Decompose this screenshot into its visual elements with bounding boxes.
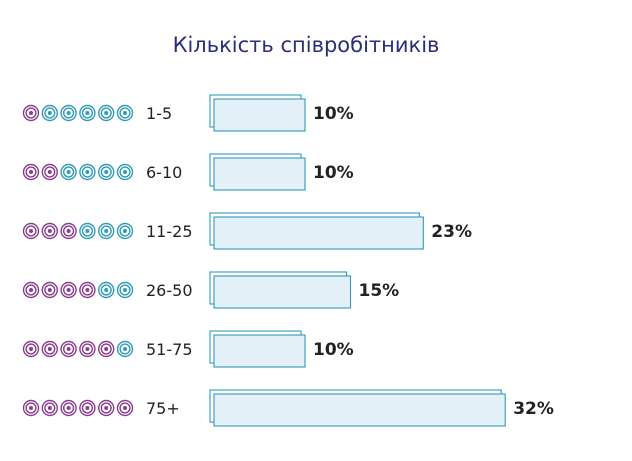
bar: [213, 216, 424, 250]
value-label: 10%: [313, 163, 354, 183]
person-filled-icon: [22, 399, 40, 417]
person-empty-icon: [116, 340, 134, 358]
person-filled-icon: [41, 399, 58, 417]
person-empty-icon: [116, 104, 134, 122]
person-filled-icon: [79, 399, 96, 417]
person-empty-icon: [116, 281, 134, 299]
bar: [213, 393, 506, 427]
person-filled-icon: [22, 163, 40, 181]
person-empty-icon: [79, 104, 96, 122]
person-filled-icon: [41, 340, 58, 358]
person-filled-icon: [79, 340, 96, 358]
person-empty-icon: [97, 104, 115, 122]
person-filled-icon: [22, 104, 40, 122]
person-empty-icon: [79, 163, 96, 181]
category-label: 11-25: [146, 222, 193, 241]
bar: [213, 157, 306, 191]
bar-row: 1-5 10%: [22, 94, 354, 132]
person-empty-icon: [79, 222, 96, 240]
person-empty-icon: [60, 163, 77, 181]
person-empty-icon: [97, 281, 115, 299]
bar-row: 75+ 32%: [22, 389, 554, 427]
person-filled-icon: [22, 222, 40, 240]
bar-row: 51-75 10%: [22, 330, 354, 368]
bar: [213, 275, 352, 309]
bar-row: 11-25 23%: [22, 212, 472, 250]
person-filled-icon: [41, 163, 58, 181]
person-filled-icon: [60, 399, 77, 417]
person-filled-icon: [97, 340, 115, 358]
person-empty-icon: [60, 104, 77, 122]
person-empty-icon: [97, 222, 115, 240]
person-filled-icon: [97, 399, 115, 417]
person-filled-icon: [22, 281, 40, 299]
category-label: 26-50: [146, 281, 193, 300]
person-empty-icon: [41, 104, 58, 122]
category-label: 75+: [146, 399, 180, 418]
person-filled-icon: [60, 222, 77, 240]
bar: [213, 334, 306, 368]
category-label: 51-75: [146, 340, 193, 359]
person-filled-icon: [22, 340, 40, 358]
person-filled-icon: [60, 281, 77, 299]
value-label: 23%: [431, 222, 472, 242]
value-label: 10%: [313, 340, 354, 360]
bar-row: 26-50 15%: [22, 271, 400, 309]
person-empty-icon: [116, 222, 134, 240]
value-label: 15%: [359, 281, 400, 301]
person-empty-icon: [116, 163, 134, 181]
value-label: 32%: [513, 399, 554, 419]
person-filled-icon: [41, 222, 58, 240]
person-filled-icon: [79, 281, 96, 299]
person-filled-icon: [60, 340, 77, 358]
category-label: 1-5: [146, 104, 172, 123]
chart-title: Кількість співробітників: [173, 33, 440, 57]
bar-row: 6-10 10%: [22, 153, 354, 191]
person-filled-icon: [116, 399, 134, 417]
bar: [213, 98, 306, 132]
category-label: 6-10: [146, 163, 182, 182]
person-filled-icon: [41, 281, 58, 299]
value-label: 10%: [313, 104, 354, 124]
person-empty-icon: [97, 163, 115, 181]
